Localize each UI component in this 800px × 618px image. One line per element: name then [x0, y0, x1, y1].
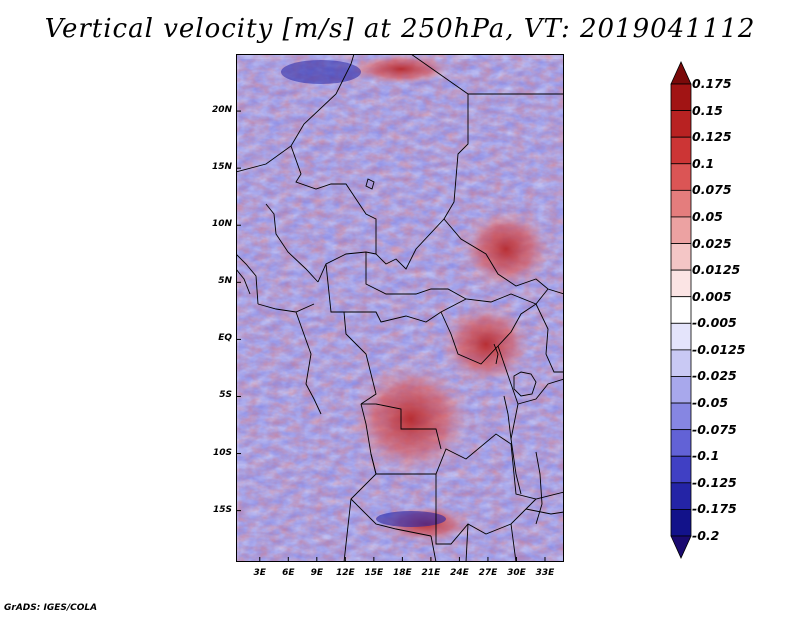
colorbar-swatch — [670, 509, 692, 537]
lon-ticks — [259, 557, 546, 562]
map-panel — [236, 54, 564, 562]
lon-label: 24E — [450, 568, 469, 578]
colorbar-label: 0.1 — [692, 155, 715, 171]
colorbar-swatch — [670, 189, 692, 218]
upward-motion-region — [461, 209, 551, 289]
downward-motion-region — [376, 511, 446, 527]
colorbar-swatch — [670, 402, 692, 431]
lat-label: 10S — [212, 447, 232, 458]
lon-label: 21E — [421, 568, 441, 578]
vertical-velocity-map — [236, 54, 564, 562]
map-frame — [236, 54, 564, 562]
lat-label: 5S — [219, 390, 232, 401]
colorbar-swatch — [670, 136, 692, 165]
colorbar-swatch — [670, 349, 692, 377]
lon-label: 27E — [478, 568, 498, 578]
colorbar-swatch — [670, 83, 692, 111]
upward-motion-region — [351, 54, 451, 84]
colorbar-label: -0.2 — [692, 528, 720, 543]
colorbar-swatch — [670, 243, 692, 271]
upward-motion-region — [441, 304, 531, 384]
colorbar-label: 0.05 — [692, 208, 723, 224]
colorbar-swatch — [670, 376, 692, 404]
colorbar-min-arrow — [670, 535, 692, 559]
lat-label: 15S — [212, 504, 232, 515]
colorbar-label: -0.005 — [692, 315, 737, 331]
country-borders — [236, 54, 564, 562]
colorbar-label: -0.05 — [692, 395, 729, 411]
lon-label: 9E — [310, 568, 323, 578]
colorbar-label: 0.15 — [692, 102, 723, 118]
colorbar-label: 0.175 — [692, 76, 732, 91]
colorbar-label: -0.0125 — [692, 341, 746, 357]
lon-label: 6E — [282, 568, 295, 578]
lat-label: 10N — [211, 219, 232, 230]
lake-albert — [493, 343, 499, 365]
lon-label: 30E — [507, 568, 526, 578]
colorbar-swatch — [670, 296, 692, 324]
colorbar-label: 0.025 — [692, 235, 732, 251]
colorbar-max-arrow — [670, 61, 692, 85]
lon-label: 12E — [335, 568, 355, 578]
lake-tanganyika — [503, 395, 522, 495]
lake-chad — [365, 178, 375, 190]
lake-victoria — [513, 371, 537, 397]
lat-label: EQ — [218, 333, 232, 344]
colorbar-swatch — [670, 163, 692, 191]
lon-label: 3E — [253, 568, 266, 578]
colorbar-swatch — [670, 455, 692, 484]
lat-ticks — [236, 110, 241, 512]
lakes — [493, 343, 543, 525]
colorbar-swatch — [670, 482, 692, 510]
lake-malawi — [535, 451, 543, 525]
colorbar-swatch — [670, 216, 692, 244]
lat-label: 15N — [211, 162, 232, 173]
colorbar-swatch — [670, 269, 692, 298]
map-title: Vertical velocity [m/s] at 250hPa, VT: 2… — [44, 14, 756, 44]
colorbar-label: -0.125 — [692, 474, 737, 490]
colorbar-swatch — [670, 110, 692, 138]
colorbar-swatches — [670, 61, 692, 559]
colorbar-label: 0.005 — [692, 288, 732, 304]
lon-label: 15E — [364, 568, 384, 578]
lon-label: 33E — [535, 568, 555, 578]
colorbar-label: -0.1 — [692, 448, 720, 464]
colorbar-label: 0.075 — [692, 182, 732, 198]
colorbar-label: -0.025 — [692, 368, 737, 384]
colorbar-label: -0.175 — [692, 501, 737, 517]
colorbar-swatch — [670, 429, 692, 457]
colorbar-label: 0.125 — [692, 129, 732, 145]
lon-label: 18E — [393, 568, 412, 578]
colorbar-label: 0.0125 — [692, 262, 741, 278]
upward-motion-region — [351, 364, 471, 474]
grads-credit: GrADS: IGES/COLA — [4, 603, 98, 613]
downward-motion-region — [281, 60, 361, 84]
colorbar: 0.175 0.15 0.125 0.1 0.075 0.05 0.025 0.0125 0.0… — [670, 60, 790, 560]
lat-label: 20N — [211, 105, 232, 116]
colorbar-swatch — [670, 322, 692, 351]
lat-label: 5N — [218, 276, 232, 287]
colorbar-label: -0.075 — [692, 421, 737, 437]
